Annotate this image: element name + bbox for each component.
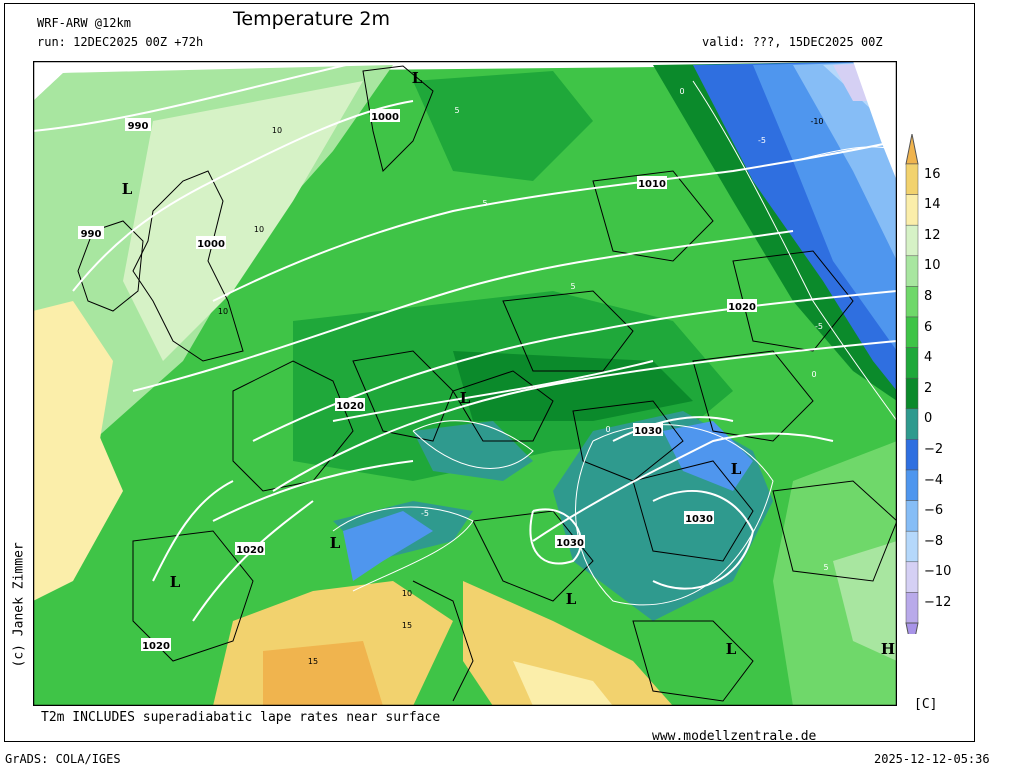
temp-contours — [332, 80, 897, 606]
colorbar-top-arrow — [905, 134, 919, 165]
temp-label: 5 — [454, 106, 459, 115]
model-label: WRF-ARW @12km — [37, 16, 131, 30]
colorbar-segment — [905, 469, 919, 501]
isobar-label: 1020 — [728, 302, 756, 313]
colorbar-bottom-arrow — [905, 622, 919, 634]
isobar-label: 1030 — [634, 426, 662, 437]
temp-label: 5 — [823, 563, 828, 572]
low-pressure-label: L — [566, 590, 577, 608]
footnote: T2m INCLUDES superadiabatic lape rates n… — [41, 710, 441, 725]
colorbar-segment — [905, 316, 919, 348]
copyright-label: (c) Janek Zimmer — [11, 542, 27, 668]
temperature-labels: -10 -5 -5 -5 0 0 0 5 5 5 5 10 10 10 10 1… — [218, 87, 829, 666]
temperature-map: 990 990 1000 1000 1010 1020 1020 1020 10… — [33, 61, 897, 706]
colorbar-segment — [905, 286, 919, 318]
low-pressure-label: L — [460, 389, 471, 407]
temp-label: 10 — [218, 307, 228, 316]
colorbar-segment — [905, 194, 919, 226]
colorbar-label: 16 — [924, 166, 941, 182]
unit-label: [C] — [914, 697, 938, 712]
isobar-label: 1000 — [371, 112, 399, 123]
isobar-label: 990 — [128, 121, 149, 132]
software-label: GrADS: COLA/IGES — [5, 752, 121, 766]
temp-label: -10 — [810, 117, 823, 126]
colorbar-label: 0 — [924, 411, 933, 427]
isobar-label: 990 — [81, 229, 102, 240]
temp-label: 10 — [254, 225, 264, 234]
temp-label: 15 — [402, 621, 412, 630]
isobar-label: 1020 — [236, 545, 264, 556]
isobar-lines — [33, 61, 897, 622]
isobar-label: 1030 — [685, 514, 713, 525]
low-pressure-label: L — [412, 69, 423, 87]
temp-label: 10 — [402, 589, 412, 598]
colorbar-label: −10 — [924, 564, 952, 580]
source-url: www.modellzentrale.de — [652, 729, 817, 744]
isobar-label: 1000 — [197, 239, 225, 250]
figure-frame — [4, 3, 975, 742]
page-title: Temperature 2m — [233, 8, 390, 30]
valid-label: valid: ???, 15DEC2025 00Z — [702, 35, 883, 49]
temp-label: 0 — [605, 425, 610, 434]
low-pressure-label: L — [330, 534, 341, 552]
temp-label: -5 — [758, 136, 766, 145]
pressure-centers: L L L L L L L L H — [122, 69, 895, 658]
isobar-labels: 990 990 1000 1000 1010 1020 1020 1020 10… — [78, 109, 757, 652]
low-pressure-label: L — [726, 640, 737, 658]
colorbar-label: 8 — [924, 289, 933, 304]
borders — [77, 65, 897, 702]
temp-label: 0 — [679, 87, 684, 96]
colorbar-label: −6 — [924, 503, 944, 519]
colorbar-segment — [905, 255, 919, 287]
temp-label: 5 — [482, 199, 487, 208]
colorbar-segment — [905, 224, 919, 257]
isobar-label: 1010 — [638, 179, 666, 190]
colorbar-label: −2 — [924, 442, 944, 457]
colorbar-label: 4 — [924, 350, 933, 366]
colorbar-segment — [905, 500, 919, 532]
colorbar-label: −12 — [924, 595, 952, 610]
colorbar-segment — [905, 530, 919, 563]
colorbar-label: 14 — [924, 197, 941, 213]
colorbar — [905, 134, 919, 634]
colorbar-label: 12 — [924, 227, 941, 243]
colorbar-label: 6 — [924, 319, 933, 335]
high-pressure-label: H — [881, 640, 895, 658]
temp-label: 15 — [308, 657, 318, 666]
map-border — [33, 61, 897, 706]
temp-label: 0 — [811, 370, 816, 379]
temp-label: -5 — [815, 322, 823, 331]
colorbar-label: −4 — [924, 472, 944, 488]
low-pressure-label: L — [170, 573, 181, 591]
colorbar-segment — [905, 592, 919, 624]
temp-label: -5 — [421, 509, 429, 518]
timestamp-label: 2025-12-12-05:36 — [874, 752, 990, 766]
colorbar-label: 10 — [924, 258, 941, 274]
colorbar-label: −8 — [924, 533, 944, 549]
isobar-label: 1020 — [142, 641, 170, 652]
isobar-label: 1020 — [336, 401, 364, 412]
temp-label: 10 — [272, 126, 282, 135]
temp-label: 5 — [570, 282, 575, 291]
colorbar-segment — [905, 408, 919, 440]
colorbar-segment — [905, 561, 919, 593]
isobar-label: 1030 — [556, 538, 584, 549]
colorbar-label: 2 — [924, 380, 933, 396]
colorbar-segment — [905, 163, 919, 195]
low-pressure-label: L — [731, 460, 742, 478]
colorbar-segment — [905, 347, 919, 379]
colorbar-segment — [905, 377, 919, 410]
low-pressure-label: L — [122, 180, 133, 198]
run-label: run: 12DEC2025 00Z +72h — [37, 35, 204, 49]
colorbar-segment — [905, 439, 919, 471]
